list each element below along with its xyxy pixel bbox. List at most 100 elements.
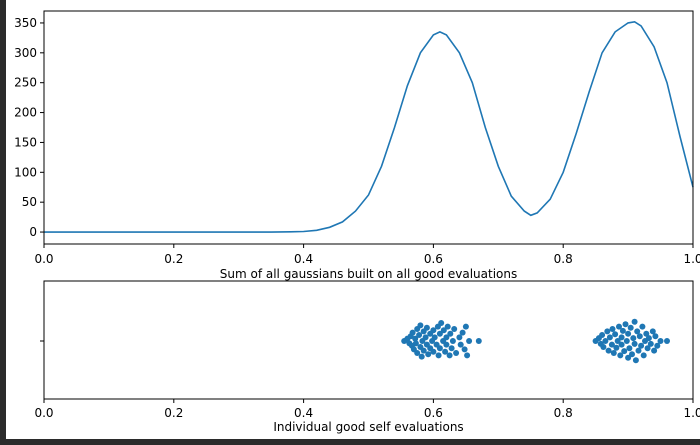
swarm-point bbox=[442, 348, 449, 355]
y-tick-label: 250 bbox=[14, 76, 37, 90]
swarm-point bbox=[645, 335, 652, 342]
swarm-point bbox=[610, 350, 617, 356]
swarm-point bbox=[606, 334, 613, 341]
swarm-point bbox=[664, 338, 670, 344]
swarm-point bbox=[635, 347, 642, 354]
x-tick-label: 0.6 bbox=[424, 406, 443, 420]
swarm-point bbox=[457, 341, 464, 348]
swarm-point bbox=[643, 330, 650, 337]
swarm-point bbox=[453, 350, 460, 356]
swarm-point bbox=[444, 323, 451, 330]
x-tick-label: 1.0 bbox=[683, 406, 700, 420]
swarm-point bbox=[430, 348, 437, 355]
swarm-point bbox=[616, 323, 622, 330]
swarm-point bbox=[600, 344, 607, 350]
swarm-point bbox=[430, 327, 437, 334]
swarm-point bbox=[639, 323, 646, 330]
bottom-x-axis-label: Individual good self evaluations bbox=[273, 420, 463, 434]
swarm-point bbox=[618, 341, 625, 348]
y-tick-label: 200 bbox=[14, 106, 37, 120]
swarm-point bbox=[644, 345, 651, 352]
swarm-point bbox=[617, 352, 624, 359]
swarm-point bbox=[447, 330, 454, 337]
swarm-point bbox=[451, 326, 458, 332]
swarm-point bbox=[612, 331, 619, 338]
swarm-point bbox=[604, 328, 611, 335]
swarm-point bbox=[623, 338, 630, 344]
swarm-point bbox=[609, 326, 616, 332]
swarm-point bbox=[631, 340, 638, 347]
swarm-point bbox=[436, 345, 443, 352]
swarm-point bbox=[652, 333, 659, 340]
swarm-point bbox=[636, 333, 643, 340]
swarm-point bbox=[449, 338, 456, 344]
swarm-point bbox=[647, 340, 654, 347]
x-tick-label: 0.6 bbox=[424, 252, 443, 266]
swarm-point bbox=[423, 324, 430, 331]
x-tick-label: 0.4 bbox=[294, 252, 313, 266]
top-x-axis-label: Sum of all gaussians built on all good e… bbox=[220, 267, 518, 281]
swarm-point bbox=[649, 328, 656, 335]
swarm-point bbox=[425, 351, 432, 358]
swarm-point bbox=[448, 345, 455, 352]
swarm-point bbox=[619, 327, 626, 334]
y-tick-label: 150 bbox=[14, 135, 37, 149]
swarm-point bbox=[626, 345, 633, 352]
swarm-point bbox=[599, 332, 606, 338]
x-tick-label: 1.0 bbox=[683, 252, 700, 266]
swarm-point bbox=[634, 328, 641, 335]
swarm-point bbox=[438, 320, 445, 326]
swarm-point bbox=[464, 352, 471, 359]
swarm-point bbox=[412, 340, 419, 347]
swarm-point bbox=[443, 334, 450, 341]
swarm-point bbox=[651, 347, 658, 354]
swarm-point bbox=[436, 330, 443, 337]
window-edge-bottom bbox=[0, 439, 700, 445]
swarm-point bbox=[420, 347, 427, 354]
x-tick-label: 0.8 bbox=[554, 406, 573, 420]
y-tick-label: 0 bbox=[29, 225, 37, 239]
swarm-point bbox=[630, 335, 637, 342]
swarm-point bbox=[443, 341, 450, 348]
swarm-point bbox=[605, 347, 612, 354]
swarm-point bbox=[640, 352, 647, 359]
swarm-point bbox=[466, 338, 473, 344]
swarm-point bbox=[613, 344, 620, 351]
swarm-point bbox=[418, 353, 425, 360]
swarm-point bbox=[440, 327, 447, 334]
swarm-point bbox=[625, 354, 632, 361]
swarm-point bbox=[435, 352, 442, 359]
swarm-point bbox=[638, 342, 645, 349]
swarm-point bbox=[627, 324, 634, 331]
x-tick-label: 0.2 bbox=[164, 252, 183, 266]
x-tick-label: 0.4 bbox=[294, 406, 313, 420]
swarm-point bbox=[456, 334, 463, 341]
swarm-point bbox=[657, 338, 664, 344]
swarm-point bbox=[414, 350, 421, 356]
gaussian-sum-line bbox=[44, 20, 694, 233]
swarm-point bbox=[409, 329, 416, 336]
top-axes-frame bbox=[43, 10, 694, 245]
x-tick-label: 0.2 bbox=[164, 406, 183, 420]
swarm-point bbox=[618, 334, 625, 341]
y-tick-label: 350 bbox=[14, 16, 37, 30]
swarm-point bbox=[631, 318, 638, 325]
swarm-point bbox=[475, 338, 482, 344]
swarm-point bbox=[461, 346, 468, 353]
y-tick-label: 50 bbox=[22, 195, 37, 209]
x-tick-label: 0.8 bbox=[554, 252, 573, 266]
swarm-point bbox=[459, 329, 466, 336]
swarm-point bbox=[462, 323, 469, 330]
swarm-point bbox=[629, 351, 635, 358]
swarm-point bbox=[632, 357, 639, 364]
swarm-point bbox=[422, 334, 429, 341]
swarm-point bbox=[431, 334, 438, 341]
swarm-point bbox=[614, 338, 621, 344]
swarm-point bbox=[621, 348, 628, 355]
y-tick-label: 300 bbox=[14, 46, 37, 60]
window-edge-left bbox=[0, 0, 6, 445]
bottom-axes-frame bbox=[43, 280, 694, 400]
x-tick-label: 0.0 bbox=[34, 406, 53, 420]
swarm-point bbox=[654, 342, 661, 349]
